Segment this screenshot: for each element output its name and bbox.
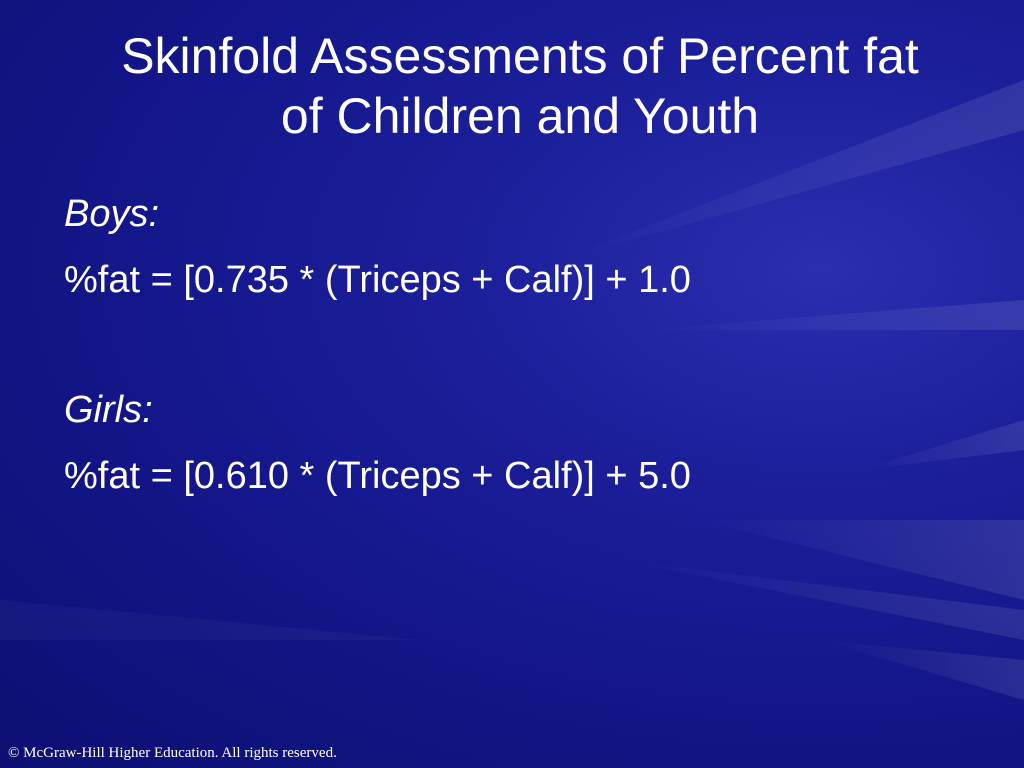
title-line-1: Skinfold Assessments of Percent fat xyxy=(121,28,919,84)
girls-formula: %fat = [0.610 * (Triceps + Calf)] + 5.0 xyxy=(64,455,691,497)
boys-formula: %fat = [0.735 * (Triceps + Calf)] + 1.0 xyxy=(64,259,691,301)
boys-label: Boys: xyxy=(64,193,160,235)
copyright-footer: © McGraw-Hill Higher Education. All righ… xyxy=(8,745,337,761)
slide-title: Skinfold Assessments of Percent fat of C… xyxy=(40,26,1000,146)
title-line-2: of Children and Youth xyxy=(280,88,760,144)
girls-label: Girls: xyxy=(64,389,153,431)
